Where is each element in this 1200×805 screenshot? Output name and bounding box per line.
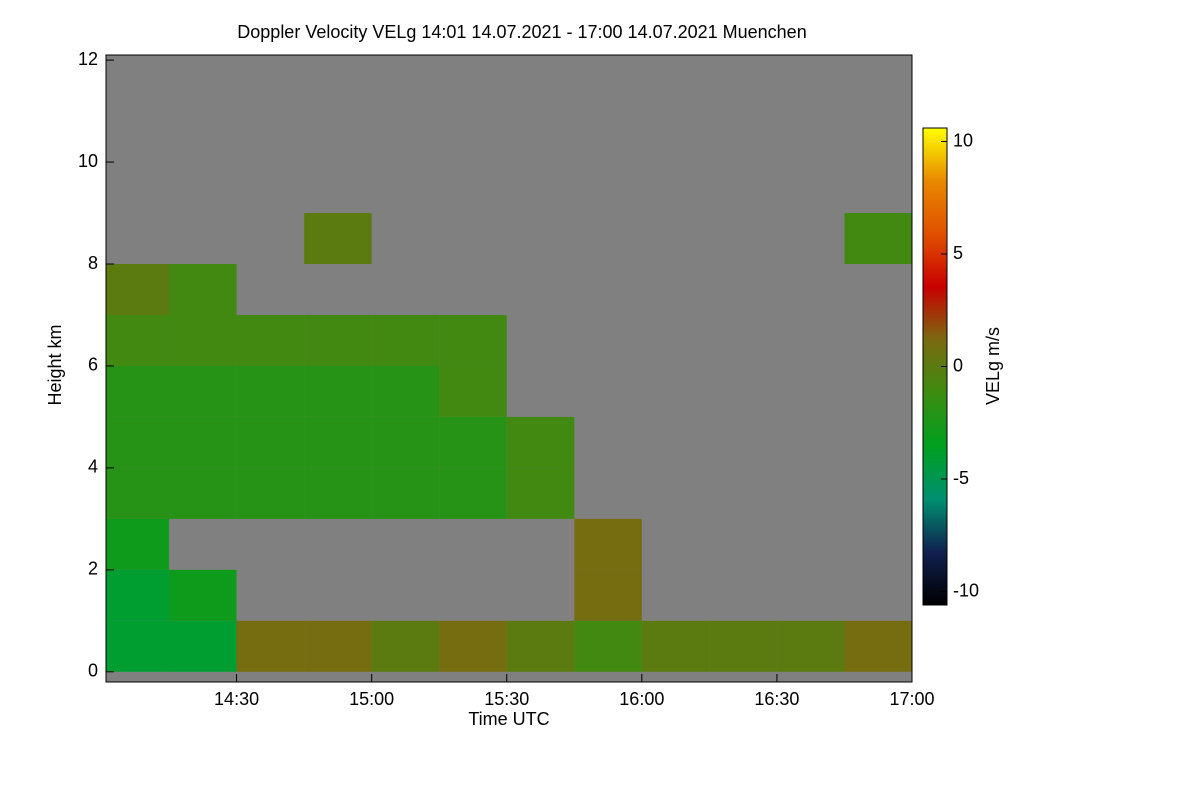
- cell: [574, 518, 642, 570]
- cell: [169, 467, 237, 519]
- cell: [709, 620, 777, 672]
- colorbar-tick-label: -10: [953, 580, 979, 600]
- cell: [169, 569, 237, 621]
- cell: [304, 213, 372, 264]
- cell: [304, 416, 372, 468]
- cell: [574, 569, 642, 621]
- x-tick-label: 16:00: [619, 689, 664, 709]
- cell: [236, 620, 305, 672]
- cell: [371, 467, 440, 519]
- cell: [236, 314, 305, 366]
- x-axis-label: Time UTC: [468, 709, 549, 729]
- cell: [439, 365, 507, 417]
- cell: [506, 620, 575, 672]
- y-tick-label: 10: [78, 151, 98, 171]
- x-tick-label: 15:00: [349, 689, 394, 709]
- cell: [304, 620, 372, 672]
- y-tick-label: 2: [88, 559, 98, 579]
- cell: [169, 314, 237, 366]
- colorbar-tick-label: -5: [953, 468, 969, 488]
- cell: [439, 620, 507, 672]
- cell: [106, 264, 170, 315]
- cell: [169, 416, 237, 468]
- cell: [169, 365, 237, 417]
- cell: [106, 416, 170, 468]
- y-tick-label: 6: [88, 355, 98, 375]
- colorbar-tick-label: 5: [953, 243, 963, 263]
- cell: [236, 416, 305, 468]
- cell: [439, 416, 507, 468]
- cell: [776, 620, 845, 672]
- x-tick-label: 17:00: [889, 689, 934, 709]
- cell: [169, 620, 237, 672]
- y-axis-label: Height km: [45, 324, 65, 405]
- cell: [371, 365, 440, 417]
- cell: [304, 365, 372, 417]
- cell: [371, 314, 440, 366]
- cell: [371, 620, 440, 672]
- cell: [106, 467, 170, 519]
- cell: [106, 518, 170, 570]
- cell: [106, 365, 170, 417]
- cell: [439, 467, 507, 519]
- cell: [236, 467, 305, 519]
- y-tick-label: 8: [88, 253, 98, 273]
- cell: [439, 314, 507, 366]
- x-tick-label: 15:30: [484, 689, 529, 709]
- cell: [236, 365, 305, 417]
- cell: [106, 620, 170, 672]
- y-tick-label: 12: [78, 49, 98, 69]
- cell: [844, 213, 912, 264]
- x-tick-label: 16:30: [754, 689, 799, 709]
- cell: [574, 620, 642, 672]
- colorbar-label: VELg m/s: [983, 327, 1003, 405]
- cell: [506, 416, 575, 468]
- cell: [371, 416, 440, 468]
- cell: [844, 620, 912, 672]
- plot-frame: [105, 54, 913, 683]
- y-tick-label: 0: [88, 661, 98, 681]
- colorbar-tick-label: 10: [953, 130, 973, 150]
- cell: [304, 467, 372, 519]
- colorbar-tick-label: 0: [953, 355, 963, 375]
- cell: [304, 314, 372, 366]
- cell: [506, 467, 575, 519]
- cell: [169, 264, 237, 315]
- y-tick-label: 4: [88, 457, 98, 477]
- chart-title: Doppler Velocity VELg 14:01 14.07.2021 -…: [237, 22, 806, 42]
- x-tick-label: 14:30: [214, 689, 259, 709]
- cell: [106, 569, 170, 621]
- cell: [106, 314, 170, 366]
- cell: [641, 620, 710, 672]
